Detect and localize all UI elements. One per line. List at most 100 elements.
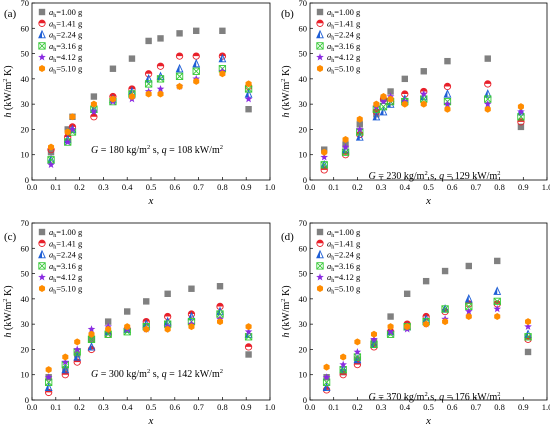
data-point bbox=[524, 322, 532, 330]
data-point bbox=[442, 318, 449, 326]
data-point bbox=[372, 111, 381, 121]
x-tick-label: 0.5 bbox=[423, 182, 434, 192]
condition-annotation: G = 370 kg/m2 s, q = 176 kW/m2 bbox=[369, 391, 501, 403]
data-point bbox=[423, 320, 430, 328]
legend-marker bbox=[316, 65, 324, 72]
data-point bbox=[45, 366, 52, 374]
legend-entry-label: ah=4.12 g bbox=[327, 272, 361, 284]
legend-entry-label: ah=1.00 g bbox=[49, 227, 83, 239]
data-point bbox=[420, 100, 427, 108]
data-point bbox=[61, 358, 70, 366]
legend-marker bbox=[38, 29, 46, 39]
legend-entry-label: ah=4.12 g bbox=[49, 52, 83, 64]
data-point bbox=[244, 327, 253, 335]
data-point bbox=[320, 153, 329, 161]
data-point bbox=[145, 37, 152, 45]
data-point bbox=[143, 298, 150, 305]
data-point bbox=[322, 373, 331, 381]
x-tick-label: 0.3 bbox=[98, 402, 109, 412]
data-point bbox=[494, 313, 501, 321]
data-point bbox=[87, 342, 96, 351]
legend-entry-label: ah=2.24 g bbox=[49, 250, 83, 262]
y-tick-label: 30 bbox=[299, 99, 308, 109]
data-point bbox=[104, 318, 112, 325]
y-tick-label: 70 bbox=[299, 218, 308, 228]
panel-label: (c) bbox=[4, 231, 17, 243]
legend-entry-label: ah=1.41 g bbox=[49, 18, 83, 30]
y-tick-label: 40 bbox=[299, 74, 308, 84]
legend-entry-label: ah=1.00 g bbox=[327, 7, 361, 19]
data-point bbox=[188, 323, 195, 331]
data-point bbox=[90, 113, 98, 121]
data-point bbox=[340, 353, 347, 361]
legend-marker bbox=[38, 273, 46, 281]
data-point bbox=[218, 53, 227, 63]
legend-marker bbox=[38, 53, 46, 61]
legend-marker bbox=[38, 19, 46, 27]
condition-annotation: G = 300 kg/m2 s, q = 142 kW/m2 bbox=[91, 368, 223, 380]
chart-panel: (b) 0.0 0.1 0.2 0.3 0.4 0.5 0.6 0.7 0.8 0.9 1.0 0 10 2… bbox=[280, 0, 550, 207]
data-point bbox=[90, 107, 98, 115]
data-point bbox=[373, 100, 380, 108]
x-tick-label: 0.8 bbox=[494, 182, 505, 192]
data-point bbox=[525, 318, 532, 326]
data-point bbox=[62, 353, 69, 361]
data-point bbox=[176, 82, 183, 90]
data-point bbox=[444, 57, 451, 65]
data-point bbox=[63, 138, 72, 146]
data-point bbox=[465, 262, 472, 270]
x-tick-label: 0.7 bbox=[471, 402, 482, 412]
data-point bbox=[379, 106, 388, 116]
x-tick-label: 0.6 bbox=[447, 402, 458, 412]
data-point bbox=[157, 90, 164, 98]
data-point bbox=[323, 363, 330, 371]
legend-entry-label: ah=4.12 g bbox=[327, 52, 361, 64]
y-axis-label: h (kW/m2 K) bbox=[2, 285, 14, 337]
legend-marker bbox=[38, 228, 46, 236]
chart-panel: (d) 0.0 0.1 0.2 0.3 0.4 0.5 0.6 0.7 0.8 0.9 1.0 0 10 2… bbox=[280, 218, 550, 427]
x-tick-label: 0.4 bbox=[399, 402, 410, 412]
x-tick-label: 0.5 bbox=[146, 402, 157, 412]
legend-marker bbox=[316, 228, 324, 236]
data-point bbox=[493, 304, 502, 313]
data-point bbox=[145, 90, 152, 98]
x-tick-label: 0.7 bbox=[193, 402, 204, 412]
data-point bbox=[464, 293, 473, 303]
legend-entry-label: ah=1.41 g bbox=[327, 238, 361, 250]
legend-entry-label: ah=1.00 g bbox=[49, 7, 83, 19]
data-point bbox=[339, 360, 347, 368]
x-tick-label: 0.9 bbox=[241, 182, 252, 192]
data-point bbox=[494, 257, 501, 265]
condition-annotation: G = 180 kg/m2 s, q = 108 kW/m2 bbox=[91, 144, 223, 156]
legend-marker bbox=[316, 285, 324, 292]
data-point bbox=[370, 335, 378, 343]
y-tick-label: 60 bbox=[299, 23, 308, 33]
data-series bbox=[45, 318, 252, 374]
data-point bbox=[216, 283, 224, 290]
data-point bbox=[517, 123, 525, 131]
x-tick-label: 1.0 bbox=[542, 182, 550, 192]
data-point bbox=[484, 80, 492, 88]
chart-panel: (c) 0.0 0.1 0.2 0.3 0.4 0.5 0.6 0.7 0.8 0.9 1.0 0 10 2… bbox=[2, 218, 275, 427]
legend: ah=1.00 gah=1.41 gah=2.24 gah=3.16 gah=4… bbox=[38, 7, 83, 76]
data-point bbox=[380, 93, 387, 101]
data-point bbox=[164, 290, 171, 297]
data-point bbox=[464, 307, 473, 315]
data-point bbox=[128, 93, 135, 101]
data-point bbox=[124, 308, 131, 315]
data-point bbox=[387, 323, 394, 331]
legend-marker bbox=[38, 42, 46, 50]
y-axis-label: h (kW/m2 K) bbox=[2, 65, 14, 117]
data-point bbox=[219, 27, 226, 35]
y-axis-label: h (kW/m2 K) bbox=[280, 285, 292, 337]
x-tick-label: 0.3 bbox=[376, 402, 387, 412]
x-tick-label: 0.8 bbox=[217, 182, 228, 192]
condition-annotation: G = 230 kg/m2 s, q = 129 kW/m2 bbox=[369, 170, 501, 182]
y-tick-label: 70 bbox=[21, 0, 30, 8]
x-tick-label: 0.1 bbox=[328, 182, 339, 192]
data-point bbox=[465, 313, 472, 321]
legend: ah=1.00 gah=1.41 gah=2.24 gah=3.16 gah=4… bbox=[38, 227, 83, 296]
data-point bbox=[517, 107, 525, 115]
y-tick-label: 20 bbox=[299, 124, 308, 134]
data-point bbox=[188, 285, 195, 292]
